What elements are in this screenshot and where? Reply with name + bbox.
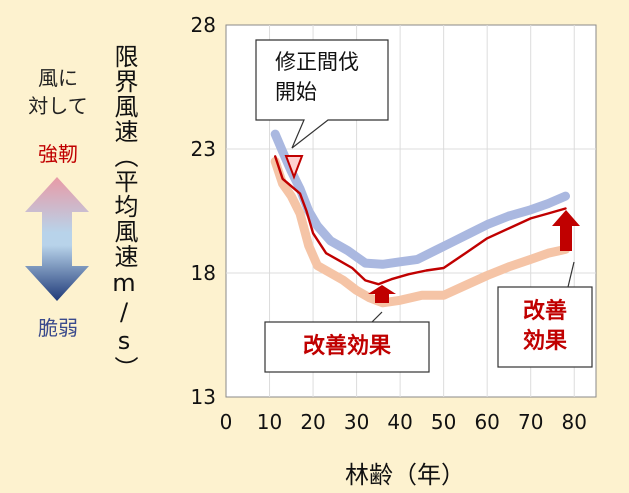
y-axis-label: 限界風速（平均風速m/s） — [110, 44, 138, 381]
x-axis-label: 林齢（年） — [345, 461, 465, 489]
legend-top-text: 風に 対して — [28, 66, 88, 118]
effect-box-middle — [264, 321, 430, 373]
x-tick-label-5: 50 — [431, 410, 456, 434]
x-tick-label-8: 80 — [562, 410, 587, 434]
x-tick-label-3: 30 — [344, 410, 369, 434]
x-tick-label-0: 0 — [220, 410, 233, 434]
legend-strong-text: 強靭 — [38, 142, 78, 166]
improvement-arrow-middle-icon — [368, 285, 396, 303]
y-tick-label-2: 23 — [191, 137, 216, 161]
effect-box-right — [497, 286, 593, 368]
y-tick-label-0: 13 — [191, 385, 216, 409]
improvement-arrow-right-icon — [552, 210, 580, 251]
series-line-2 — [274, 155, 567, 286]
legend-weak-text: 脆弱 — [38, 316, 78, 340]
x-tick-label-2: 20 — [300, 410, 325, 434]
x-tick-label-4: 40 — [387, 410, 412, 434]
y-tick-label-1: 18 — [191, 261, 216, 285]
x-tick-label-6: 60 — [474, 410, 499, 434]
y-tick-label-3: 28 — [191, 13, 216, 37]
effect-pointer-right — [567, 261, 575, 288]
start-marker-icon — [284, 155, 304, 180]
effect-label-middle: 改善効果 — [302, 334, 391, 359]
tick-layer: 13 18 23 28 0 10 20 30 40 50 60 70 80 — [191, 13, 587, 434]
effect-pointer-middle — [371, 311, 383, 323]
callout-box — [255, 39, 389, 149]
x-tick-label-7: 70 — [518, 410, 543, 434]
strength-double-arrow — [25, 177, 89, 301]
effect-label-right: 改善 効果 — [522, 299, 567, 354]
start-thinning-label: 修正間伐 開始 — [275, 50, 359, 104]
series-line-0 — [270, 129, 570, 269]
x-tick-label-1: 10 — [257, 410, 282, 434]
